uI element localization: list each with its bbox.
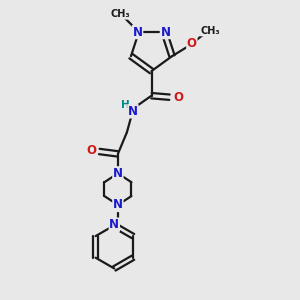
Text: N: N [160,26,170,38]
Text: O: O [187,37,197,50]
Text: N: N [133,26,142,38]
Text: O: O [173,91,183,104]
Text: CH₃: CH₃ [200,26,220,36]
Text: O: O [86,144,96,158]
Text: N: N [109,218,119,231]
Text: H: H [121,100,130,110]
Text: N: N [113,198,123,212]
Text: N: N [128,105,138,118]
Text: CH₃: CH₃ [110,9,130,19]
Text: N: N [113,167,123,180]
